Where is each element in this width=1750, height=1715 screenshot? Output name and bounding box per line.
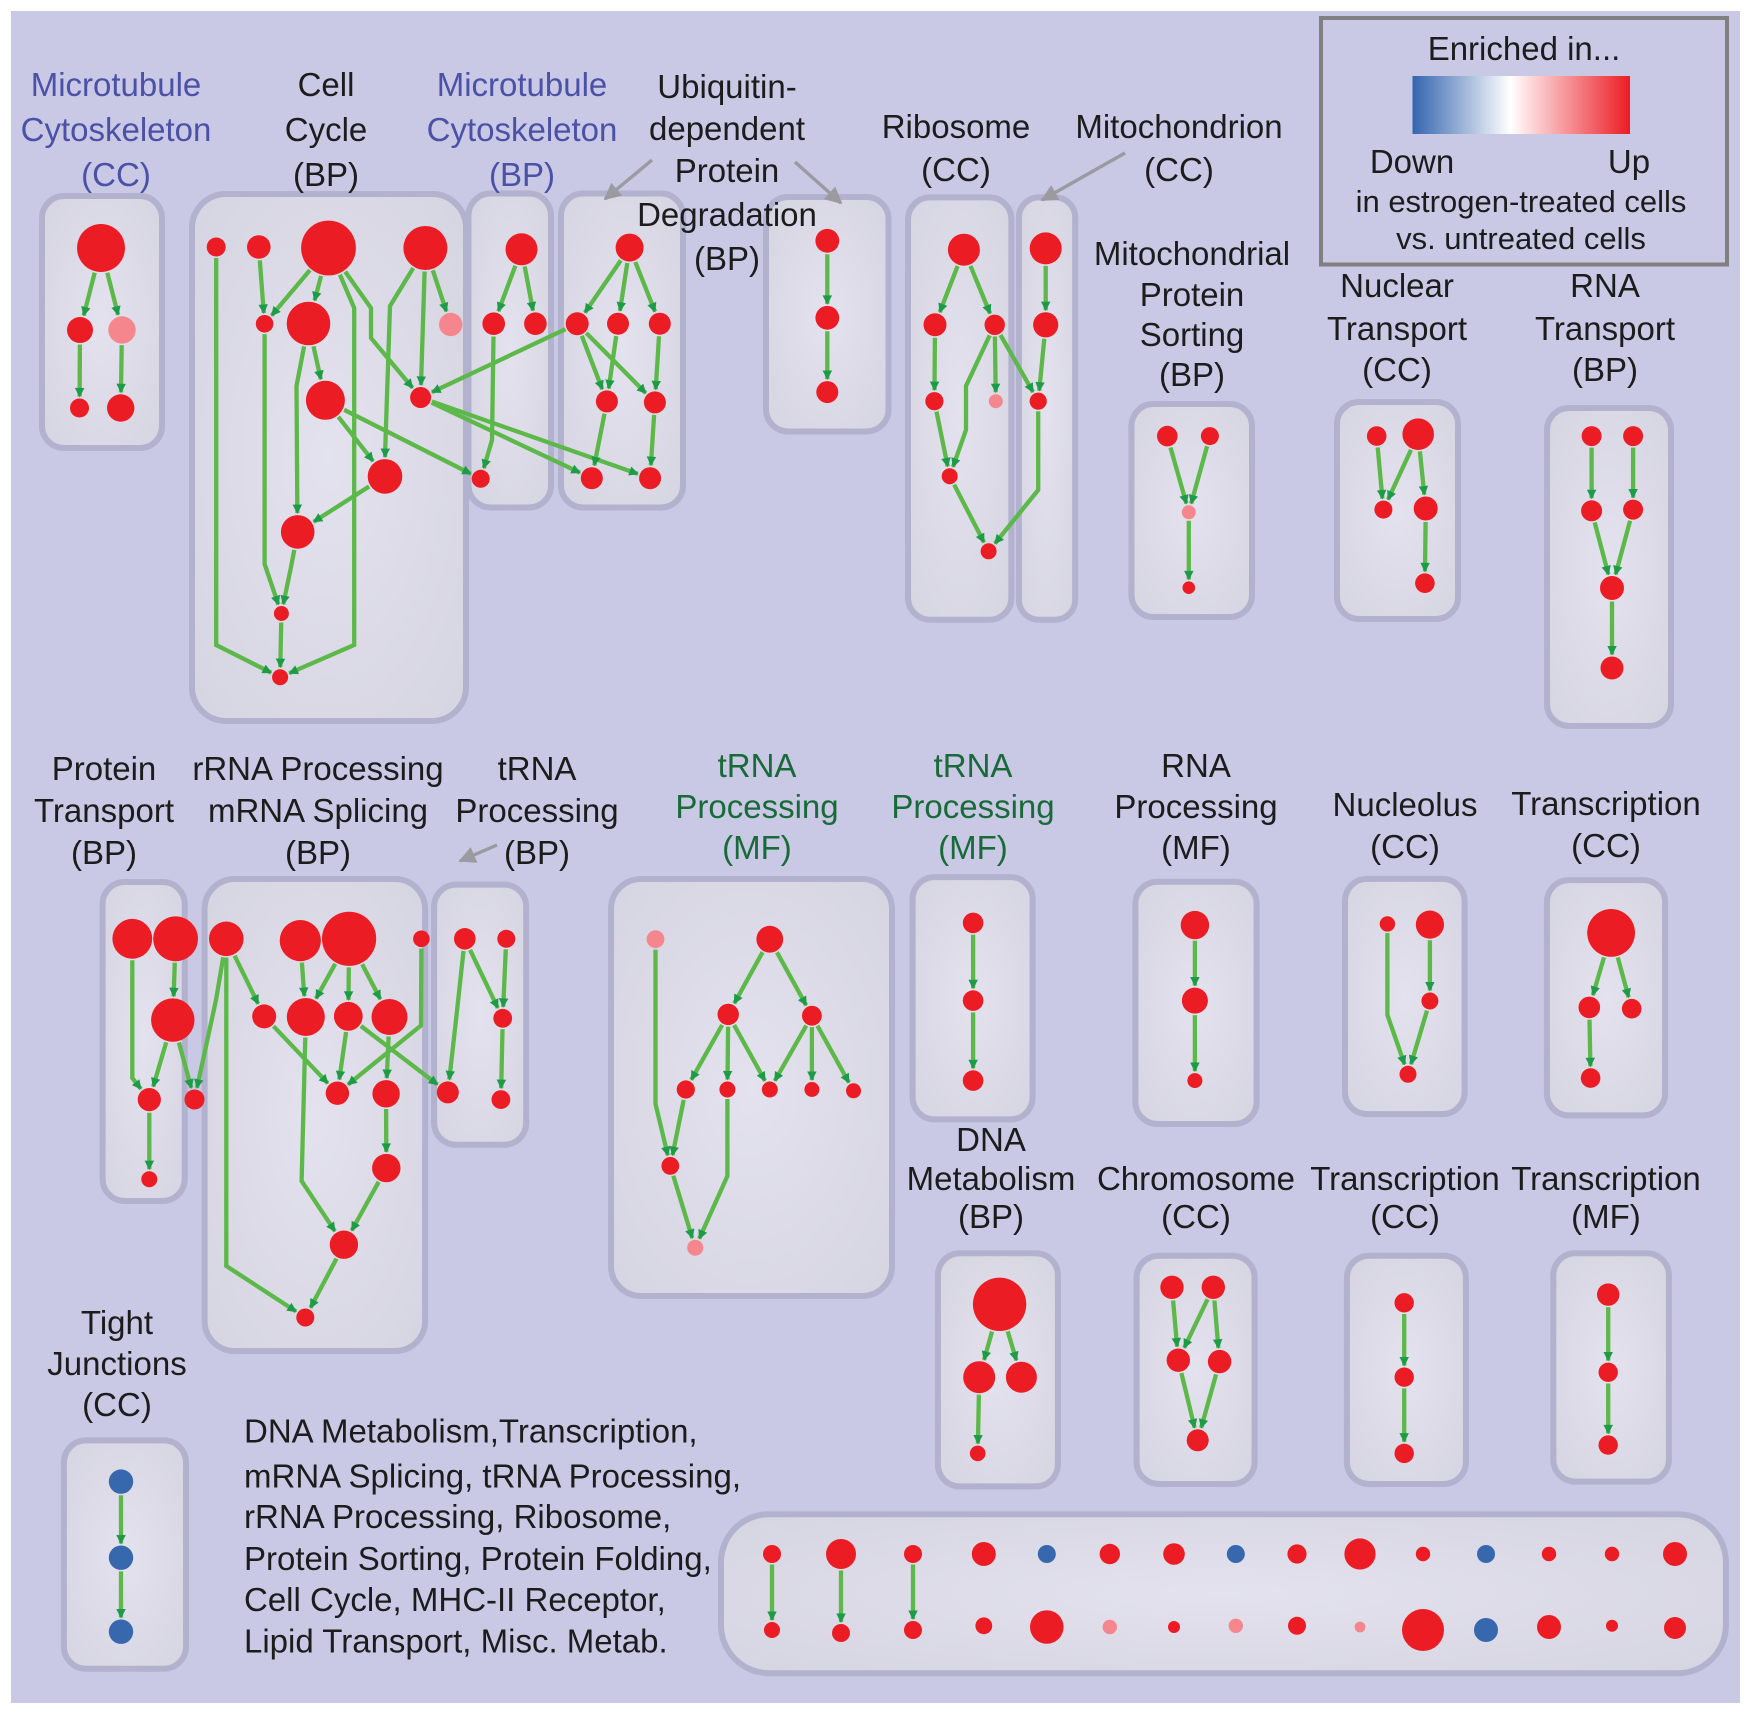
svg-text:Transport: Transport [1535, 310, 1675, 347]
svg-text:Microtubule: Microtubule [31, 66, 202, 103]
svg-text:Nuclear: Nuclear [1340, 267, 1454, 304]
svg-text:Cell Cycle, MHC-II Receptor,: Cell Cycle, MHC-II Receptor, [244, 1581, 666, 1618]
svg-text:Sorting: Sorting [1140, 316, 1245, 353]
svg-text:Transcription: Transcription [1310, 1160, 1500, 1197]
svg-text:Lipid Transport, Misc. Metab.: Lipid Transport, Misc. Metab. [244, 1622, 668, 1659]
svg-text:(CC): (CC) [1370, 1198, 1440, 1235]
svg-text:(CC): (CC) [1161, 1198, 1231, 1235]
svg-text:(MF): (MF) [1161, 829, 1231, 866]
svg-text:Ubiquitin-: Ubiquitin- [657, 68, 796, 105]
svg-text:Transport: Transport [1327, 310, 1467, 347]
svg-text:Nucleolus: Nucleolus [1333, 786, 1478, 823]
svg-text:(CC): (CC) [921, 151, 991, 188]
svg-text:(CC): (CC) [1362, 351, 1432, 388]
svg-text:Processing: Processing [891, 788, 1054, 825]
svg-text:tRNA: tRNA [934, 747, 1013, 784]
svg-text:tRNA: tRNA [498, 750, 577, 787]
svg-text:Up: Up [1608, 143, 1650, 180]
svg-text:(BP): (BP) [489, 156, 555, 193]
svg-text:mRNA Splicing: mRNA Splicing [208, 792, 428, 829]
svg-text:Processing: Processing [675, 788, 838, 825]
svg-text:Cytoskeleton: Cytoskeleton [427, 111, 618, 148]
svg-text:Cell: Cell [298, 66, 355, 103]
svg-text:(CC): (CC) [1571, 827, 1641, 864]
svg-text:Protein: Protein [1140, 276, 1245, 313]
svg-text:tRNA: tRNA [718, 747, 797, 784]
svg-text:rRNA Processing, Ribosome,: rRNA Processing, Ribosome, [244, 1498, 671, 1535]
svg-text:Tight: Tight [81, 1304, 153, 1341]
svg-text:dependent: dependent [649, 110, 805, 147]
svg-text:Chromosome: Chromosome [1097, 1160, 1295, 1197]
svg-text:in estrogen-treated cells: in estrogen-treated cells [1356, 184, 1687, 219]
svg-text:(CC): (CC) [82, 1386, 152, 1423]
svg-text:Mitochondrion: Mitochondrion [1075, 108, 1282, 145]
svg-text:Ribosome: Ribosome [882, 108, 1031, 145]
svg-text:(CC): (CC) [1144, 151, 1214, 188]
svg-text:Transcription: Transcription [1511, 785, 1701, 822]
svg-text:Processing: Processing [455, 792, 618, 829]
svg-text:(BP): (BP) [1572, 351, 1638, 388]
svg-text:Cycle: Cycle [285, 111, 368, 148]
svg-text:(CC): (CC) [1370, 828, 1440, 865]
svg-text:(MF): (MF) [722, 829, 792, 866]
svg-text:Junctions: Junctions [47, 1345, 186, 1382]
svg-text:Transport: Transport [34, 792, 174, 829]
svg-text:DNA: DNA [956, 1121, 1026, 1158]
svg-text:RNA: RNA [1570, 267, 1640, 304]
svg-text:(CC): (CC) [81, 156, 151, 193]
svg-text:Transcription: Transcription [1511, 1160, 1701, 1197]
svg-text:(MF): (MF) [1571, 1198, 1641, 1235]
svg-text:Processing: Processing [1114, 788, 1277, 825]
svg-text:(BP): (BP) [504, 834, 570, 871]
svg-text:rRNA Processing: rRNA Processing [192, 750, 443, 787]
svg-text:(BP): (BP) [285, 834, 351, 871]
svg-text:(BP): (BP) [293, 156, 359, 193]
svg-text:DNA Metabolism,Transcription,: DNA Metabolism,Transcription, [244, 1413, 698, 1450]
svg-text:Protein: Protein [52, 750, 157, 787]
svg-text:Protein Sorting, Protein Foldi: Protein Sorting, Protein Folding, [244, 1540, 712, 1577]
svg-text:Enriched in...: Enriched in... [1428, 30, 1621, 67]
svg-text:(BP): (BP) [1159, 356, 1225, 393]
svg-text:(MF): (MF) [938, 829, 1008, 866]
svg-text:Down: Down [1370, 143, 1454, 180]
svg-text:(BP): (BP) [958, 1198, 1024, 1235]
svg-text:Protein: Protein [675, 152, 780, 189]
svg-text:Microtubule: Microtubule [437, 66, 608, 103]
svg-text:(BP): (BP) [71, 834, 137, 871]
svg-text:(BP): (BP) [694, 240, 760, 277]
svg-text:Degradation: Degradation [637, 196, 817, 233]
svg-text:Mitochondrial: Mitochondrial [1094, 235, 1290, 272]
svg-text:vs. untreated cells: vs. untreated cells [1396, 221, 1646, 256]
svg-text:Metabolism: Metabolism [907, 1160, 1076, 1197]
svg-text:Cytoskeleton: Cytoskeleton [21, 111, 212, 148]
svg-text:RNA: RNA [1161, 747, 1231, 784]
svg-text:mRNA Splicing, tRNA Processing: mRNA Splicing, tRNA Processing, [244, 1458, 741, 1495]
